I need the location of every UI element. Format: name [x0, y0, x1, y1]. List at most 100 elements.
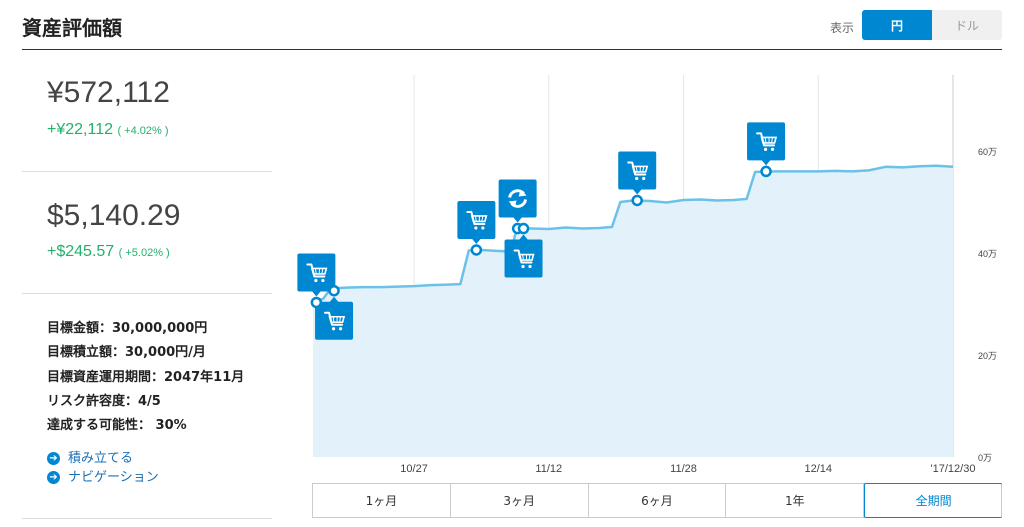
marker-pointer: [632, 188, 643, 195]
cart-rib: [321, 268, 324, 275]
period-6m-button[interactable]: 6ヶ月: [589, 484, 727, 517]
invest-link[interactable]: ➔ 積み立てる: [47, 449, 159, 468]
currency-toggle: 円 ドル: [862, 10, 1002, 40]
currency-usd-button[interactable]: ドル: [932, 10, 1002, 40]
period-selector: 1ヶ月 3ヶ月 6ヶ月 1年 全期間: [312, 483, 1002, 518]
x-tick-label: 11/12: [535, 463, 562, 475]
usd-summary: $5,140.29 +$245.57 ( +5.02% ): [22, 172, 272, 294]
buy-marker: [297, 253, 336, 297]
y-tick-label: 0万: [978, 453, 992, 463]
cart-wheel: [770, 147, 775, 151]
rebalance-marker: [498, 179, 537, 223]
goal-probability: 達成する可能性： 30%: [47, 418, 187, 434]
period-3m-button[interactable]: 3ヶ月: [451, 484, 589, 517]
goal-amount: 目標金額：30,000,000円: [47, 321, 208, 336]
cart-rib: [635, 166, 638, 173]
data-point: [760, 165, 772, 178]
jpy-summary: ¥572,112 +¥22,112 ( +4.02% ): [22, 51, 272, 172]
buy-marker: [618, 151, 657, 195]
data-point: [470, 244, 483, 256]
cart-rib: [474, 215, 477, 222]
buy-marker: [457, 200, 496, 244]
asset-chart: 10/2711/1211/2812/14'17/12/3001/150万20万4…: [297, 75, 997, 475]
cart-rib: [528, 254, 531, 261]
period-1y-button[interactable]: 1年: [726, 484, 865, 517]
goal-monthly: 目標積立額：30,000円/月: [47, 345, 206, 361]
cart-rib: [332, 316, 335, 323]
usd-change-pct: ( +5.02% ): [118, 247, 170, 259]
cart-wheel: [474, 226, 478, 230]
cart-wheel: [481, 226, 485, 230]
cart-rib: [522, 254, 525, 261]
cart-basket: [631, 165, 649, 173]
period-all-button[interactable]: 全期間: [864, 483, 1002, 518]
x-tick-label: 10/27: [400, 463, 428, 475]
marker-pointer: [311, 290, 322, 297]
series-line: [312, 164, 954, 303]
display-label: 表示: [830, 21, 855, 35]
goal-period: 目標資産運用期間：2047年11月: [47, 369, 245, 385]
cart-wheel: [314, 278, 318, 283]
cart-icon: [466, 210, 488, 230]
marker-pointer: [512, 216, 523, 223]
goal-list: 目標金額：30,000,000円 目標積立額：30,000円/月 目標資産運用期…: [47, 317, 244, 438]
cart-rib: [339, 316, 342, 323]
navigation-link-label: ナビゲーション: [68, 470, 159, 485]
refresh-icon: [508, 189, 528, 208]
cart-wheel: [635, 176, 639, 181]
jpy-change-pct: ( +4.02% ): [117, 125, 169, 137]
header: 資産評価額 表示 円 ドル: [22, 0, 1002, 50]
cart-icon: [324, 311, 346, 331]
marker-box: [498, 179, 537, 218]
y-tick-label: 20万: [978, 351, 997, 361]
marker-pointer: [329, 296, 340, 303]
invest-link-label: 積み立てる: [68, 451, 134, 466]
cart-wheel: [528, 264, 532, 269]
cart-icon: [513, 249, 535, 269]
cart-wheel: [763, 147, 768, 151]
arrow-right-icon: ➔: [47, 452, 60, 465]
currency-yen-button[interactable]: 円: [862, 10, 932, 40]
y-tick-label: 60万: [978, 147, 997, 157]
buy-marker: [747, 122, 786, 166]
cart-icon: [627, 161, 649, 181]
arrow-right-icon: ➔: [47, 471, 60, 484]
cart-wheel: [321, 278, 325, 283]
cart-rib: [642, 166, 645, 173]
cart-wheel: [331, 327, 336, 331]
x-tick-label: 11/28: [670, 463, 697, 475]
usd-value: $5,140.29: [47, 199, 181, 232]
marker-pointer: [471, 237, 482, 244]
period-1m-button[interactable]: 1ヶ月: [313, 484, 451, 517]
x-tick-label: 12/14: [804, 463, 832, 475]
navigation-link[interactable]: ➔ ナビゲーション: [47, 468, 159, 487]
divider: [22, 518, 272, 519]
action-links: ➔ 積み立てる ➔ ナビゲーション: [47, 449, 159, 487]
x-tick-label: '17/12/30: [931, 463, 976, 475]
area-fill: [313, 165, 953, 457]
cart-wheel: [521, 264, 525, 269]
cart-icon: [756, 132, 778, 151]
cart-wheel: [642, 176, 646, 181]
data-point: [310, 296, 323, 309]
page-title: 資産評価額: [22, 16, 122, 40]
refresh-arrowhead: [518, 189, 527, 197]
cart-basket: [470, 215, 488, 223]
data-point: [328, 284, 340, 297]
data-point: [517, 222, 530, 235]
goal-risk: リスク許容度：4/5: [47, 393, 161, 409]
summary-panel: ¥572,112 +¥22,112 ( +4.02% ) $5,140.29 +…: [22, 51, 272, 485]
cart-icon: [306, 263, 328, 283]
refresh-arrowhead: [508, 200, 517, 208]
cart-rib: [771, 137, 774, 143]
jpy-change: +¥22,112 ( +4.02% ): [47, 121, 169, 139]
cart-rib: [481, 215, 484, 222]
cart-wheel: [338, 327, 343, 331]
jpy-change-amount: +¥22,112: [47, 121, 113, 138]
data-point: [631, 194, 643, 207]
usd-change: +$245.57 ( +5.02% ): [47, 243, 170, 261]
cart-rib: [314, 268, 317, 275]
buy-marker: [504, 234, 543, 278]
cart-basket: [310, 267, 328, 275]
marker-pointer: [518, 234, 529, 241]
